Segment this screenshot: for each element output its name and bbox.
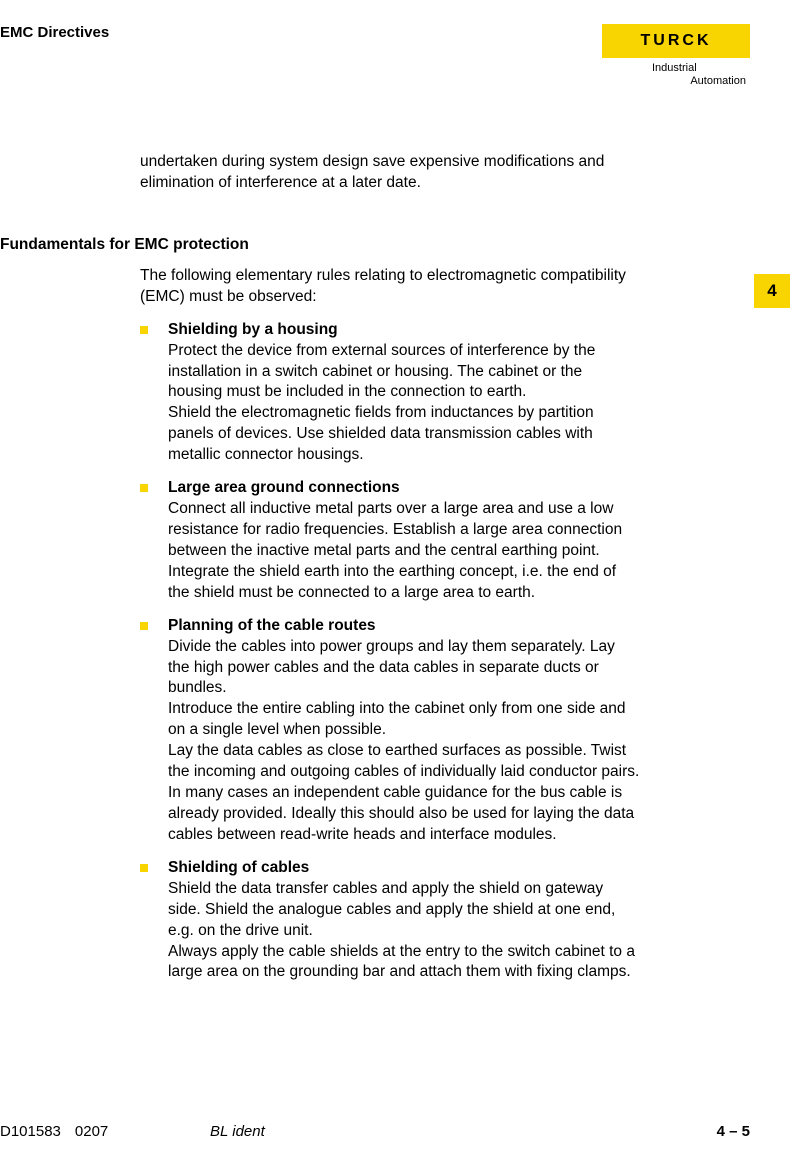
footer-doc: D101583 xyxy=(0,1123,61,1140)
list-item-title: Large area ground connections xyxy=(168,479,400,496)
brand-tagline: Industrial Automation xyxy=(602,62,750,88)
footer-rev: 0207 xyxy=(75,1123,108,1140)
brand-logo-text: TURCK xyxy=(641,32,712,50)
section-heading: Fundamentals for EMC protection xyxy=(0,236,640,254)
page-footer: D101583 0207 BL ident 4 – 5 xyxy=(0,1123,750,1140)
chapter-tab: 4 xyxy=(754,274,790,308)
list-item-title: Planning of the cable routes xyxy=(168,617,376,634)
list-item-title: Shielding by a housing xyxy=(168,321,338,338)
footer-page: 4 – 5 xyxy=(717,1123,750,1140)
list-item: Shielding of cables Shield the data tran… xyxy=(140,858,640,984)
brand-logo-mark: TURCK xyxy=(602,24,750,58)
list-item: Planning of the cable routes Divide the … xyxy=(140,616,640,846)
list-item: Shielding by a housing Protect the devic… xyxy=(140,320,640,466)
page: EMC Directives TURCK Industrial Automati… xyxy=(0,0,790,1166)
page-content: undertaken during system design save exp… xyxy=(0,152,750,983)
list-item-body: Shield the data transfer cables and appl… xyxy=(168,880,635,981)
list-item-body: Divide the cables into power groups and … xyxy=(168,638,639,843)
brand-tagline-line1: Industrial xyxy=(602,62,746,75)
footer-mid: BL ident xyxy=(210,1123,265,1140)
page-header: EMC Directives TURCK Industrial Automati… xyxy=(0,24,750,124)
header-title: EMC Directives xyxy=(0,24,109,41)
intro-paragraph: undertaken during system design save exp… xyxy=(140,152,640,194)
footer-left: D101583 0207 xyxy=(0,1123,108,1140)
list-item-title: Shielding of cables xyxy=(168,859,309,876)
bullet-list: Shielding by a housing Protect the devic… xyxy=(140,320,640,984)
section-lead: The following elementary rules relating … xyxy=(140,266,640,308)
brand-logo: TURCK Industrial Automation xyxy=(602,24,750,88)
list-item-body: Connect all inductive metal parts over a… xyxy=(168,500,622,601)
brand-tagline-line2: Automation xyxy=(602,75,746,88)
list-item-body: Protect the device from external sources… xyxy=(168,342,595,464)
list-item: Large area ground connections Connect al… xyxy=(140,478,640,604)
